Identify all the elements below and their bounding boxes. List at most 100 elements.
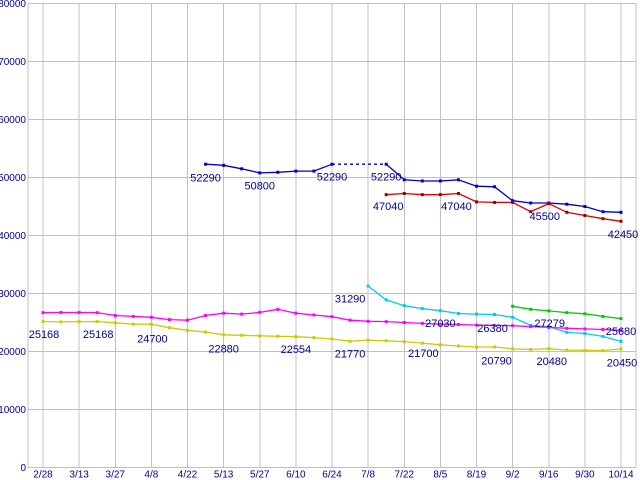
- data-label: 47040: [441, 201, 472, 213]
- olive-line-marker: [186, 328, 189, 332]
- blue-upper-line-marker: [475, 184, 478, 188]
- magenta-line-marker: [384, 320, 388, 324]
- olive-line-marker: [402, 340, 406, 344]
- olive-line-marker: [529, 347, 533, 351]
- x-tick-label: 5/13: [214, 470, 234, 480]
- data-label: 26380: [477, 323, 508, 335]
- blue-upper-line-marker: [438, 179, 442, 183]
- x-tick-label: 2/28: [33, 470, 53, 480]
- olive-line-marker: [312, 336, 316, 340]
- cyan-line-marker: [619, 339, 623, 343]
- red-line-marker: [493, 200, 497, 204]
- olive-line-marker: [547, 347, 551, 351]
- olive-line-marker: [420, 341, 424, 345]
- cyan-line-marker: [456, 312, 460, 316]
- series-green-line: [511, 304, 623, 321]
- data-label: 25168: [83, 329, 114, 341]
- red-line-marker: [456, 191, 460, 195]
- olive-line-marker: [276, 334, 280, 338]
- blue-upper-line-marker: [565, 202, 569, 206]
- x-tick-label: 8/5: [433, 470, 447, 480]
- blue-upper-line-marker: [204, 162, 208, 166]
- olive-line-marker: [601, 349, 605, 353]
- red-line-marker: [583, 213, 587, 217]
- magenta-line-marker: [222, 311, 226, 315]
- magenta-line-marker: [186, 318, 189, 322]
- red-line-segment: [386, 192, 622, 222]
- y-tick-label: 20000: [0, 347, 26, 358]
- magenta-line-marker: [330, 315, 334, 319]
- data-label: 21700: [408, 348, 439, 360]
- olive-line-marker: [348, 339, 352, 343]
- blue-upper-line-segment: [205, 163, 333, 174]
- cyan-line-marker: [601, 334, 605, 338]
- blue-upper-line-marker: [456, 178, 460, 182]
- cyan-line-marker: [583, 332, 587, 336]
- magenta-line-marker: [402, 321, 406, 324]
- olive-line-marker: [113, 321, 117, 325]
- magenta-line-marker: [511, 324, 515, 328]
- series-blue-upper-line: [204, 162, 623, 214]
- blue-upper-line-marker: [294, 169, 298, 173]
- red-line-marker: [402, 191, 406, 195]
- series-magenta-line: [41, 307, 623, 332]
- magenta-line-marker: [240, 312, 244, 316]
- magenta-line-marker: [95, 311, 99, 315]
- data-label: 25168: [29, 329, 60, 341]
- green-line-marker: [565, 311, 569, 315]
- olive-line-marker: [240, 333, 244, 337]
- red-line-marker: [420, 193, 424, 197]
- magenta-line-marker: [59, 311, 63, 315]
- x-tick-label: 3/27: [106, 470, 126, 480]
- red-line-marker: [565, 210, 569, 214]
- olive-line-marker: [167, 326, 171, 330]
- blue-upper-line-marker: [402, 178, 406, 182]
- olive-line-marker: [475, 345, 478, 349]
- data-label: 50800: [244, 180, 275, 192]
- green-line-marker: [583, 312, 587, 316]
- cyan-line-marker: [366, 284, 370, 288]
- x-tick-label: 7/8: [361, 470, 375, 480]
- cyan-line-marker: [402, 304, 406, 308]
- magenta-line-marker: [41, 311, 45, 315]
- blue-upper-line-marker: [493, 185, 497, 189]
- magenta-line-marker: [294, 311, 298, 315]
- data-label: 22880: [208, 343, 239, 355]
- blue-upper-line-marker: [240, 167, 244, 171]
- olive-line-marker: [131, 322, 135, 326]
- data-label: 24700: [137, 334, 168, 346]
- series-red-line: [384, 191, 623, 223]
- data-label: 45500: [529, 211, 560, 223]
- olive-line-marker: [294, 335, 298, 339]
- data-label: 42450: [608, 229, 639, 241]
- red-line-marker: [511, 200, 515, 204]
- data-label: 27279: [534, 318, 565, 330]
- data-label: 52290: [190, 173, 221, 185]
- y-tick-label: 80000: [0, 0, 26, 10]
- blue-upper-line-marker: [511, 199, 515, 203]
- olive-line-marker: [204, 330, 208, 334]
- magenta-line-marker: [529, 325, 533, 329]
- data-label: 20790: [481, 355, 512, 367]
- cyan-line-marker: [493, 312, 497, 316]
- magenta-line-marker: [475, 323, 478, 327]
- x-tick-label: 3/13: [69, 470, 89, 480]
- magenta-line-marker: [149, 315, 153, 319]
- x-tick-label: 9/2: [506, 470, 520, 480]
- magenta-line-marker: [420, 321, 424, 325]
- data-label: 52290: [371, 172, 402, 184]
- magenta-line-marker: [77, 311, 81, 315]
- red-line-marker: [384, 193, 388, 197]
- data-label: 52290: [317, 172, 348, 184]
- x-tick-label: 7/22: [395, 470, 415, 480]
- cyan-line-marker: [511, 315, 515, 319]
- data-label: 25680: [606, 326, 637, 338]
- x-tick-label: 6/24: [322, 470, 342, 480]
- olive-line-marker: [583, 348, 587, 352]
- magenta-line-marker: [276, 307, 280, 311]
- data-label: 20480: [536, 356, 567, 368]
- data-label: 20450: [607, 357, 638, 369]
- magenta-line-marker: [348, 318, 352, 322]
- green-line-marker: [511, 304, 515, 308]
